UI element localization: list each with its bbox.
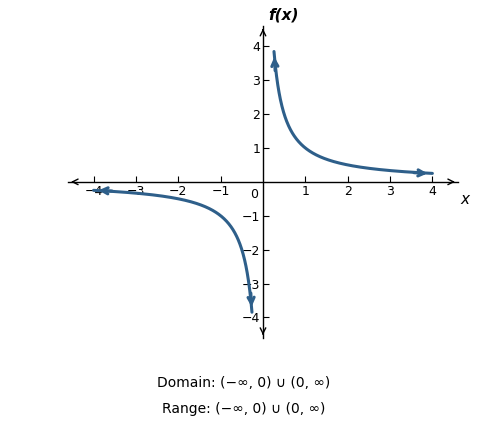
Text: Domain: (−∞, 0) ∪ (0, ∞): Domain: (−∞, 0) ∪ (0, ∞): [157, 376, 330, 390]
Text: 0: 0: [250, 188, 258, 201]
Text: f(x): f(x): [268, 8, 299, 23]
Text: Range: (−∞, 0) ∪ (0, ∞): Range: (−∞, 0) ∪ (0, ∞): [162, 402, 325, 416]
Text: x: x: [460, 192, 469, 207]
